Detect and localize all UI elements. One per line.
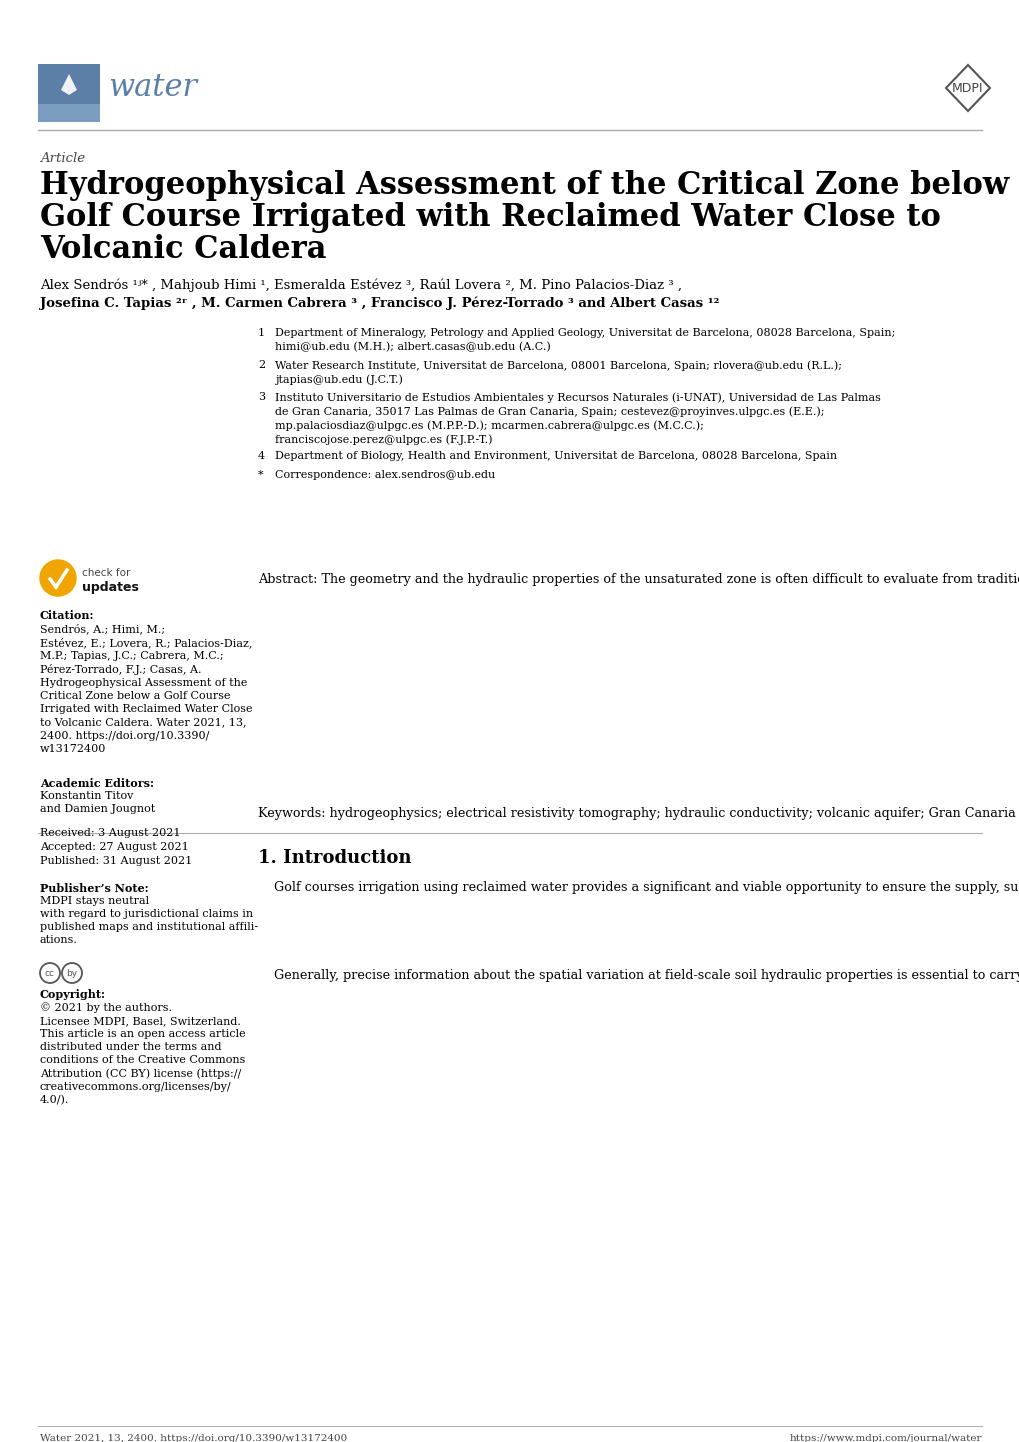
FancyBboxPatch shape — [38, 63, 100, 123]
Text: Sendrós, A.; Himi, M.;
Estévez, E.; Lovera, R.; Palacios-Diaz,
M.P.; Tapias, J.C: Sendrós, A.; Himi, M.; Estévez, E.; Love… — [40, 623, 253, 754]
Polygon shape — [61, 74, 76, 95]
Text: check for: check for — [82, 568, 130, 578]
Text: Copyright:: Copyright: — [40, 989, 106, 999]
Text: 1. Introduction: 1. Introduction — [258, 849, 411, 867]
Text: Article: Article — [40, 151, 85, 164]
Text: updates: updates — [82, 581, 139, 594]
Text: Konstantin Titov
and Damien Jougnot: Konstantin Titov and Damien Jougnot — [40, 792, 155, 815]
Text: Instituto Universitario de Estudios Ambientales y Recursos Naturales (i-UNAT), U: Instituto Universitario de Estudios Ambi… — [275, 392, 880, 446]
Circle shape — [40, 559, 76, 596]
Text: 3: 3 — [258, 392, 265, 402]
Text: Volcanic Caldera: Volcanic Caldera — [40, 234, 326, 265]
Text: Water Research Institute, Universitat de Barcelona, 08001 Barcelona, Spain; rlov: Water Research Institute, Universitat de… — [275, 360, 841, 385]
Text: 4: 4 — [258, 451, 265, 461]
Text: Golf courses irrigation using reclaimed water provides a significant and viable : Golf courses irrigation using reclaimed … — [258, 881, 1019, 894]
Text: Accepted: 27 August 2021: Accepted: 27 August 2021 — [40, 842, 189, 852]
Text: Published: 31 August 2021: Published: 31 August 2021 — [40, 857, 192, 867]
Text: Golf Course Irrigated with Reclaimed Water Close to: Golf Course Irrigated with Reclaimed Wat… — [40, 202, 940, 234]
Text: water: water — [108, 72, 197, 104]
Text: 1: 1 — [258, 327, 265, 337]
Text: https://www.mdpi.com/journal/water: https://www.mdpi.com/journal/water — [789, 1433, 981, 1442]
Text: by: by — [66, 969, 77, 978]
Text: Keywords: hydrogeophysics; electrical resistivity tomography; hydraulic conducti: Keywords: hydrogeophysics; electrical re… — [258, 808, 1015, 820]
Text: Correspondence: alex.sendros@ub.edu: Correspondence: alex.sendros@ub.edu — [275, 470, 495, 480]
Text: *: * — [258, 470, 263, 480]
Text: Josefina C. Tapias ²ʳ , M. Carmen Cabrera ³ , Francisco J. Pérez-Torrado ³ and A: Josefina C. Tapias ²ʳ , M. Carmen Cabrer… — [40, 297, 723, 310]
Text: Water 2021, 13, 2400. https://doi.org/10.3390/w13172400: Water 2021, 13, 2400. https://doi.org/10… — [40, 1433, 346, 1442]
Text: Publisher’s Note:: Publisher’s Note: — [40, 883, 149, 894]
Text: Alex Sendrós ¹ʲ* , Mahjoub Himi ¹, Esmeralda Estévez ³, Raúl Lovera ², M. Pino P: Alex Sendrós ¹ʲ* , Mahjoub Himi ¹, Esmer… — [40, 278, 682, 291]
Text: MDPI: MDPI — [952, 82, 982, 95]
Text: Hydrogeophysical Assessment of the Critical Zone below a: Hydrogeophysical Assessment of the Criti… — [40, 170, 1019, 200]
Text: Abstract: The geometry and the hydraulic properties of the unsaturated zone is o: Abstract: The geometry and the hydraulic… — [258, 572, 1019, 585]
Text: Department of Biology, Health and Environment, Universitat de Barcelona, 08028 B: Department of Biology, Health and Enviro… — [275, 451, 837, 461]
Text: Department of Mineralogy, Petrology and Applied Geology, Universitat de Barcelon: Department of Mineralogy, Petrology and … — [275, 327, 895, 352]
Text: 2: 2 — [258, 360, 265, 371]
Text: Citation:: Citation: — [40, 610, 95, 622]
Text: MDPI stays neutral
with regard to jurisdictional claims in
published maps and in: MDPI stays neutral with regard to jurisd… — [40, 895, 258, 945]
Text: © 2021 by the authors.
Licensee MDPI, Basel, Switzerland.
This article is an ope: © 2021 by the authors. Licensee MDPI, Ba… — [40, 1002, 246, 1105]
Text: cc: cc — [45, 969, 55, 978]
FancyBboxPatch shape — [38, 104, 100, 123]
Text: Received: 3 August 2021: Received: 3 August 2021 — [40, 828, 180, 838]
Text: Academic Editors:: Academic Editors: — [40, 779, 154, 789]
Text: Generally, precise information about the spatial variation at field-scale soil h: Generally, precise information about the… — [258, 969, 1019, 982]
